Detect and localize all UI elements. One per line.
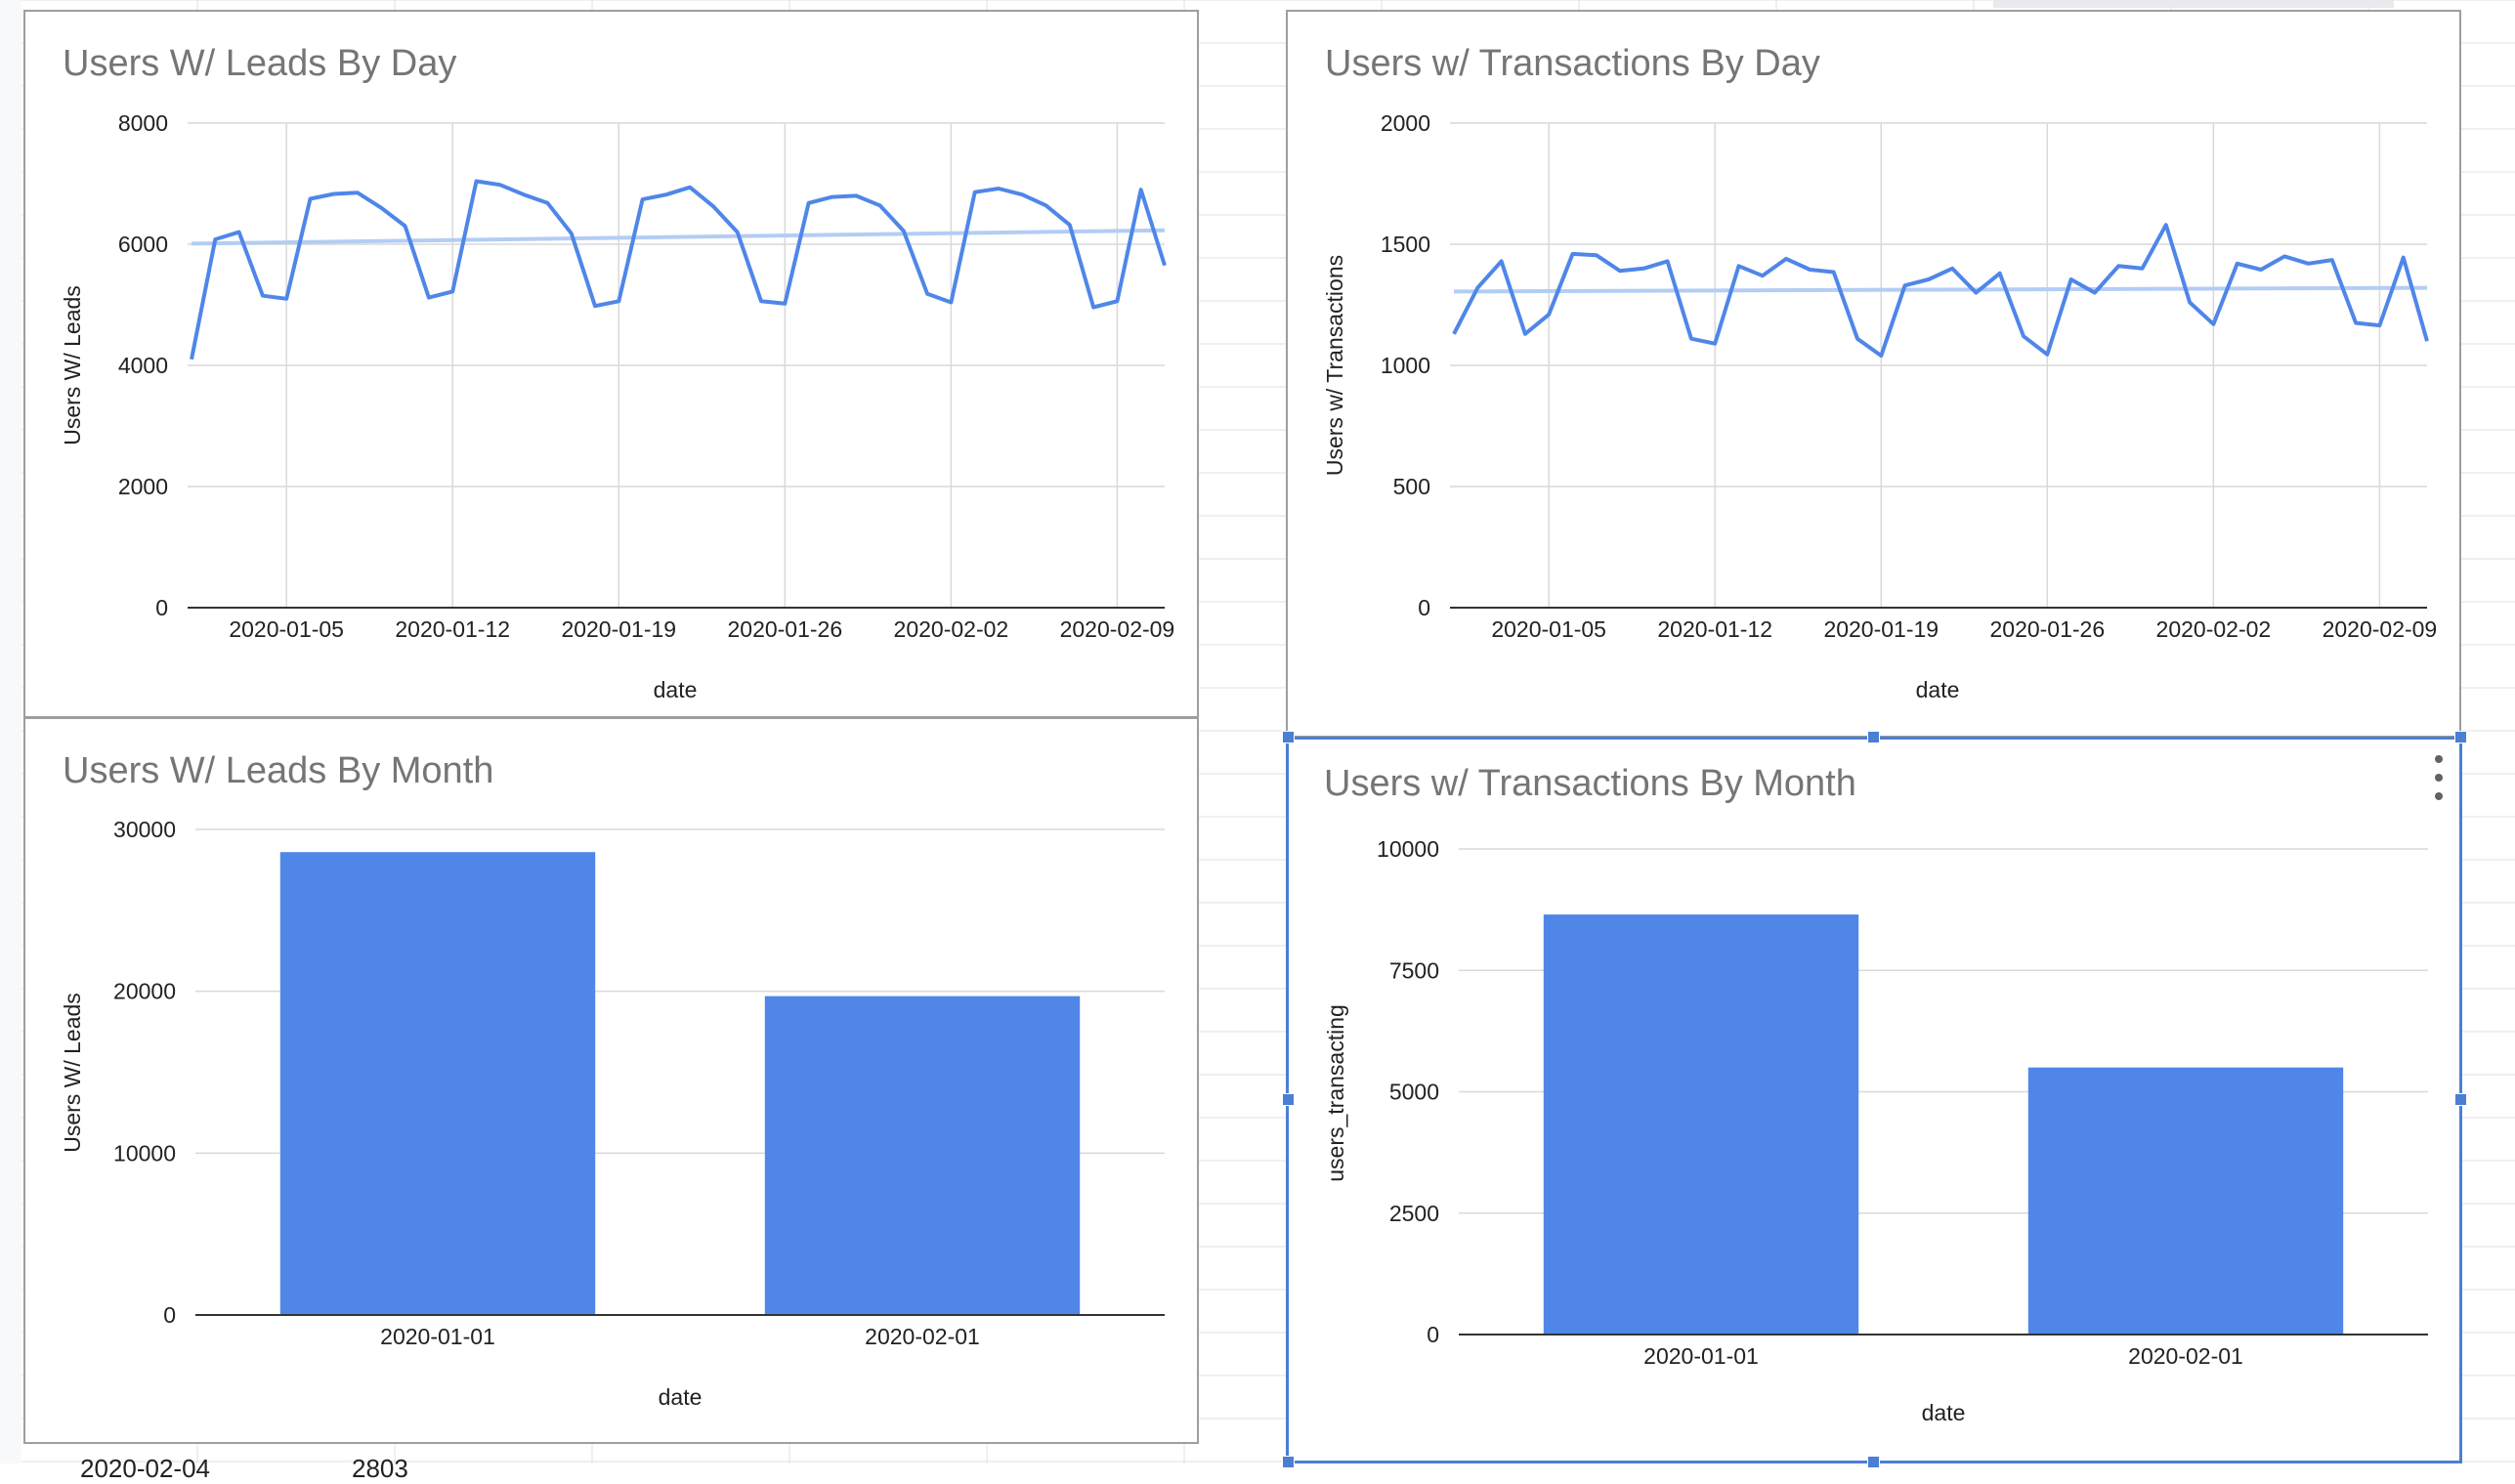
chart-transactions-by-month[interactable]: Users w/ Transactions By Month date users_… (1286, 737, 2462, 1463)
x-tick-label: 2020-01-12 (1657, 616, 1772, 642)
resize-handle-middle-left[interactable] (1282, 1093, 1295, 1106)
chart-leads-by-month[interactable]: Users W/ Leads By Month date Users W/ Lead… (23, 717, 1199, 1444)
x-tick-label: 2020-01-19 (1823, 616, 1939, 642)
chart-menu-dot (2435, 755, 2443, 763)
resize-handle-middle-right[interactable] (2454, 1093, 2467, 1106)
series-line (1452, 223, 2429, 359)
x-axis-label: date (1922, 1400, 1966, 1425)
bar (1543, 914, 1859, 1335)
x-tick-label: 2020-02-09 (2323, 616, 2438, 642)
y-tick-label: 0 (1418, 595, 1430, 620)
y-axis-label: Users w/ Transactions (1322, 255, 1347, 476)
x-tick-label: 2020-02-02 (2156, 616, 2272, 642)
y-tick-label: 5000 (1389, 1080, 1439, 1105)
y-tick-label: 7500 (1389, 957, 1439, 983)
y-tick-label: 6000 (118, 232, 168, 257)
y-tick-label: 1000 (1381, 353, 1430, 378)
bar (764, 996, 1081, 1315)
y-tick-label: 10000 (1377, 836, 1439, 862)
chart-title: Users W/ Leads By Day (63, 43, 456, 84)
resize-handle-top-left[interactable] (1282, 731, 1295, 743)
chart-menu-dot (2435, 792, 2443, 800)
chart-leads-by-day-svg: Users W/ Leads By Day date Users W/ Leads 0… (60, 43, 1175, 702)
y-tick-label: 500 (1393, 474, 1430, 499)
series-line (190, 179, 1167, 360)
y-tick-label: 0 (155, 595, 168, 620)
y-tick-label: 2000 (1381, 110, 1430, 136)
x-tick-label: 2020-01-12 (395, 616, 510, 642)
chart-title: Users W/ Leads By Month (63, 750, 493, 791)
chart-transactions-by-day-svg: Users w/ Transactions By Day date Users w/… (1322, 43, 2438, 702)
x-tick-label: 2020-01-26 (1989, 616, 2105, 642)
bar (279, 852, 596, 1315)
resize-handle-bottom-left[interactable] (1282, 1456, 1295, 1468)
x-tick-label: 2020-01-05 (1491, 616, 1606, 642)
x-axis-label: date (659, 1384, 703, 1410)
y-tick-label: 2000 (118, 474, 168, 499)
x-axis-label: date (654, 677, 698, 702)
x-tick-label: 2020-02-01 (865, 1324, 980, 1349)
cell-value[interactable]: 2803 (352, 1454, 408, 1483)
resize-handle-top-center[interactable] (1867, 731, 1880, 743)
chart-leads-by-month-svg: Users W/ Leads By Month date Users W/ Lead… (60, 750, 1165, 1410)
chart-transactions-by-day[interactable]: Users w/ Transactions By Day date Users w/… (1286, 10, 2461, 738)
x-tick-label: 2020-02-09 (1060, 616, 1175, 642)
chart-transactions-by-month-svg: Users w/ Transactions By Month date users_… (1323, 763, 2428, 1425)
x-tick-label: 2020-01-19 (561, 616, 676, 642)
column-header-highlight (1993, 0, 2394, 8)
x-tick-label: 2020-01-01 (1643, 1343, 1759, 1369)
y-axis-label: Users W/ Leads (60, 285, 85, 445)
x-axis-label: date (1916, 677, 1960, 702)
chart-title: Users w/ Transactions By Day (1325, 43, 1820, 84)
chart-title: Users w/ Transactions By Month (1324, 763, 1856, 804)
x-tick-label: 2020-02-01 (2128, 1343, 2243, 1369)
y-tick-label: 0 (1427, 1322, 1439, 1347)
y-axis-label: users_transacting (1323, 1004, 1348, 1182)
x-tick-label: 2020-01-05 (229, 616, 344, 642)
x-tick-label: 2020-02-02 (894, 616, 1009, 642)
y-tick-label: 2500 (1389, 1201, 1439, 1226)
y-axis-label: Users W/ Leads (60, 993, 85, 1153)
chart-leads-by-day[interactable]: Users W/ Leads By Day date Users W/ Leads 0… (23, 10, 1199, 718)
y-tick-label: 4000 (118, 353, 168, 378)
x-tick-label: 2020-01-01 (380, 1324, 495, 1349)
x-tick-label: 2020-01-26 (727, 616, 842, 642)
y-tick-label: 0 (163, 1302, 176, 1328)
y-tick-label: 8000 (118, 110, 168, 136)
y-tick-label: 1500 (1381, 232, 1430, 257)
y-tick-label: 20000 (113, 979, 176, 1004)
bar (2027, 1067, 2344, 1335)
resize-handle-bottom-center[interactable] (1867, 1456, 1880, 1468)
chart-menu-dot (2435, 774, 2443, 782)
resize-handle-top-right[interactable] (2454, 731, 2467, 743)
y-tick-label: 10000 (113, 1140, 176, 1166)
trendline (191, 228, 1166, 246)
y-tick-label: 30000 (113, 817, 176, 842)
chart-menu-icon[interactable] (2428, 755, 2450, 800)
trendline (1453, 285, 2428, 294)
cell-date[interactable]: 2020-02-04 (80, 1454, 210, 1483)
row-header-strip (0, 0, 21, 1463)
